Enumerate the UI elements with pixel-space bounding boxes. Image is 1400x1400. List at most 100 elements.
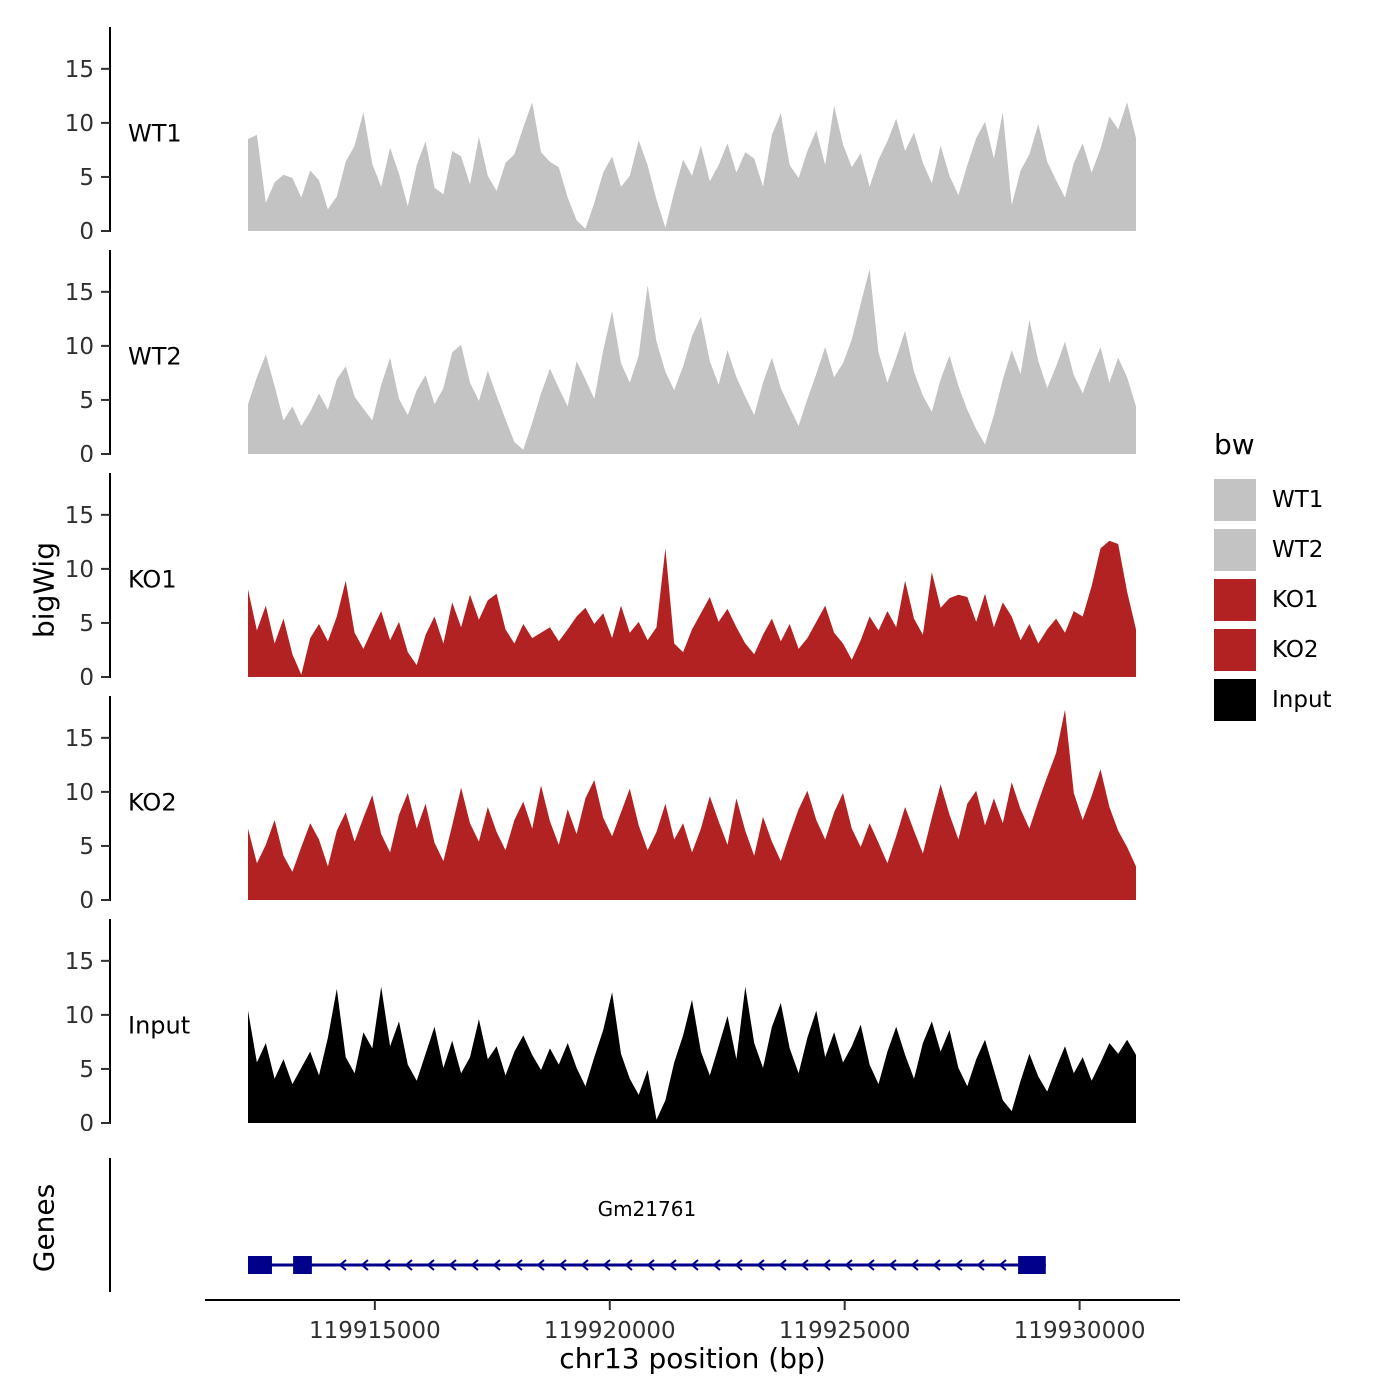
strand-arrow-icon [514, 1259, 523, 1271]
legend-swatch-wt1 [1214, 479, 1256, 521]
legend-label-ko1: KO1 [1272, 587, 1319, 613]
strand-arrow-icon [756, 1259, 765, 1271]
y-tick-label: 10 [65, 1003, 94, 1029]
genes-panel: Gm21761 [0, 1150, 1200, 1300]
track-panel-input: 0 5 10 15 Input [0, 917, 1200, 1131]
x-tick-label: 119930000 [1014, 1318, 1146, 1344]
strand-arrow-icon [800, 1259, 809, 1271]
strand-arrow-icon [998, 1259, 1007, 1271]
coverage-area-ko1 [248, 540, 1136, 677]
y-tick-label: 15 [65, 57, 94, 83]
strand-arrow-icon [844, 1259, 853, 1271]
x-axis-plot: 119915000 119920000 119925000 119930000 [205, 1299, 1180, 1344]
legend-entries: WT1 WT2 KO1 KO2 Input [1214, 475, 1332, 725]
strand-arrow-icon [646, 1259, 655, 1271]
gene-exon [293, 1256, 312, 1274]
gene-exon [1018, 1256, 1046, 1274]
strand-arrow-icon [888, 1259, 897, 1271]
x-axis-title: chr13 position (bp) [559, 1342, 826, 1375]
coverage-area-input [248, 986, 1136, 1123]
strand-arrow-icon [866, 1259, 875, 1271]
strand-arrow-icon [338, 1259, 347, 1271]
legend: bw WT1 WT2 KO1 KO2 Input [1214, 428, 1332, 725]
strand-arrow-icon [734, 1259, 743, 1271]
strand-arrow-icon [624, 1259, 633, 1271]
strand-arrow-icon [778, 1259, 787, 1271]
x-tick-label: 119925000 [779, 1318, 911, 1344]
strand-arrow-icon [976, 1259, 985, 1271]
y-tick-label: 0 [79, 665, 94, 685]
y-tick-label: 5 [79, 1057, 94, 1083]
coverage-area-wt1 [248, 102, 1136, 232]
track-label-wt2: WT2 [128, 343, 182, 371]
strand-arrow-icon [932, 1259, 941, 1271]
track-plot-input: 0 5 10 15 Input [65, 919, 1136, 1131]
track-panel-wt2: 0 5 10 15 WT2 [0, 248, 1200, 462]
strand-arrow-icon [470, 1259, 479, 1271]
track-plot-wt1: 0 5 10 15 WT1 [65, 27, 1136, 239]
track-label-ko1: KO1 [128, 566, 177, 594]
legend-swatch-ko1 [1214, 579, 1256, 621]
y-tick-label: 10 [65, 557, 94, 583]
strand-arrow-icon [668, 1259, 677, 1271]
strand-arrow-icon [448, 1259, 457, 1271]
strand-arrow-icon [382, 1259, 391, 1271]
legend-item-ko1: KO1 [1214, 575, 1332, 625]
track-label-ko2: KO2 [128, 789, 177, 817]
strand-arrow-icon [712, 1259, 721, 1271]
strand-arrow-icon [690, 1259, 699, 1271]
track-label-wt1: WT1 [128, 120, 182, 148]
genes-plot: Gm21761 [109, 1158, 1046, 1292]
strand-arrow-icon [954, 1259, 963, 1271]
y-tick-label: 5 [79, 611, 94, 637]
y-tick-label: 5 [79, 388, 94, 414]
legend-swatch-ko2 [1214, 629, 1256, 671]
gene-exon [248, 1256, 272, 1274]
coverage-area-wt2 [248, 269, 1136, 454]
strand-arrow-icon [822, 1259, 831, 1271]
x-tick-label: 119920000 [544, 1318, 676, 1344]
y-tick-label: 15 [65, 949, 94, 975]
gene-name-label: Gm21761 [598, 1197, 697, 1221]
track-plot-wt2: 0 5 10 15 WT2 [65, 250, 1136, 462]
strand-arrow-icon [602, 1259, 611, 1271]
legend-swatch-input [1214, 679, 1256, 721]
strand-arrow-icon [404, 1259, 413, 1271]
strand-arrow-icon [910, 1259, 919, 1271]
coverage-area-ko2 [248, 709, 1136, 900]
track-panel-wt1: 0 5 10 15 WT1 [0, 25, 1200, 239]
strand-arrow-icon [580, 1259, 589, 1271]
legend-title: bw [1214, 428, 1255, 461]
y-tick-label: 5 [79, 834, 94, 860]
x-tick-label: 119915000 [309, 1318, 441, 1344]
strand-arrow-icon [536, 1259, 545, 1271]
legend-item-wt2: WT2 [1214, 525, 1332, 575]
y-tick-label: 15 [65, 280, 94, 306]
y-tick-label: 10 [65, 334, 94, 360]
legend-item-wt1: WT1 [1214, 475, 1332, 525]
strand-arrow-icon [360, 1259, 369, 1271]
track-panel-ko2: 0 5 10 15 KO2 [0, 694, 1200, 908]
strand-arrow-icon [558, 1259, 567, 1271]
legend-label-ko2: KO2 [1272, 637, 1319, 663]
y-tick-label: 0 [79, 219, 94, 239]
strand-arrow-icon [426, 1259, 435, 1271]
track-label-input: Input [128, 1012, 190, 1040]
y-tick-label: 10 [65, 780, 94, 806]
y-tick-label: 0 [79, 1111, 94, 1131]
strand-arrow-icon [492, 1259, 501, 1271]
legend-label-input: Input [1272, 687, 1332, 713]
y-tick-label: 10 [65, 111, 94, 137]
legend-label-wt2: WT2 [1272, 537, 1324, 563]
y-tick-label: 0 [79, 442, 94, 462]
legend-item-input: Input [1214, 675, 1332, 725]
legend-swatch-wt2 [1214, 529, 1256, 571]
y-tick-label: 5 [79, 165, 94, 191]
legend-item-ko2: KO2 [1214, 625, 1332, 675]
y-tick-label: 0 [79, 888, 94, 908]
x-axis: 119915000 119920000 119925000 119930000 [0, 1296, 1250, 1356]
track-plot-ko2: 0 5 10 15 KO2 [65, 696, 1136, 908]
y-tick-label: 15 [65, 503, 94, 529]
y-tick-label: 15 [65, 726, 94, 752]
